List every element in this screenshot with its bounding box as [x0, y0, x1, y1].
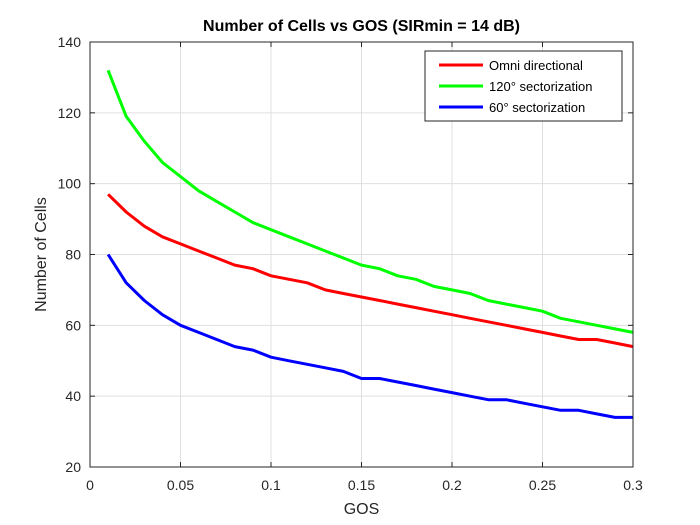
legend-entry-label: 60° sectorization	[489, 100, 585, 115]
x-tick-label: 0	[86, 477, 94, 493]
y-tick-label: 140	[58, 34, 82, 50]
y-tick-label: 60	[65, 317, 81, 333]
x-tick-label: 0.1	[261, 477, 281, 493]
x-axis-label: GOS	[344, 501, 380, 518]
y-tick-label: 100	[58, 176, 82, 192]
series-line-2	[106, 69, 634, 334]
y-tick-label: 120	[58, 105, 82, 121]
chart-title: Number of Cells vs GOS (SIRmin = 14 dB)	[203, 18, 520, 35]
x-tick-label: 0.25	[529, 477, 556, 493]
y-tick-label: 80	[65, 247, 81, 263]
y-tick-label: 40	[65, 388, 81, 404]
x-tick-label: 0.15	[348, 477, 375, 493]
series-line-1	[107, 193, 634, 349]
series-line-3	[106, 253, 633, 419]
x-tick-label: 0.2	[442, 477, 462, 493]
y-tick-label: 20	[65, 459, 81, 475]
series-group	[106, 69, 634, 419]
legend-entry-label: 120° sectorization	[489, 79, 592, 94]
ticks: 0 0.05 0.1 0.15 0.2 0.25 0.3 20 40 60 80 100 120 140	[58, 34, 643, 493]
x-tick-label: 0.3	[623, 477, 643, 493]
y-axis-label: Number of Cells	[33, 197, 50, 312]
legend: Omni directional 120° sectorization 60° se…	[424, 50, 623, 122]
x-tick-label: 0.05	[167, 477, 194, 493]
legend-entry-label: Omni directional	[489, 58, 583, 73]
